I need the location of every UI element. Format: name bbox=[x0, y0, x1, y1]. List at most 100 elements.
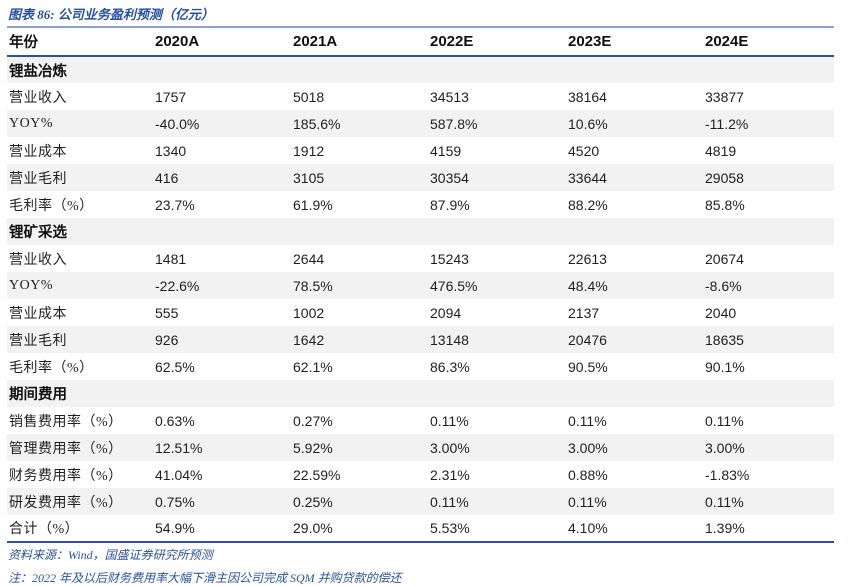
cell-value: 0.88% bbox=[568, 466, 608, 483]
table-row: 毛利率（%） 62.5% 62.1% 86.3% 90.5% 90.1% bbox=[7, 353, 834, 380]
cell-value: 78.5% bbox=[293, 277, 333, 294]
cell-value: 90.1% bbox=[705, 358, 745, 375]
table-row: 毛利率（%） 23.7% 61.9% 87.9% 88.2% 85.8% bbox=[7, 191, 834, 218]
row-label: 管理费用率（%） bbox=[9, 441, 123, 457]
cell-value: 30354 bbox=[430, 169, 469, 186]
cell-value: 48.4% bbox=[568, 277, 608, 294]
cell-value: 3.00% bbox=[705, 439, 745, 456]
row-label: 营业成本 bbox=[9, 306, 67, 322]
cell-value: 18635 bbox=[705, 331, 744, 348]
cell-value: 4520 bbox=[568, 142, 600, 159]
cell-value: 85.8% bbox=[705, 196, 745, 213]
row-label: 营业成本 bbox=[9, 144, 67, 160]
cell-value: 33644 bbox=[568, 169, 607, 186]
table-body: 锂盐冶炼营业收入 1757 5018 34513 38164 33877 YOY% -40.0… bbox=[7, 56, 834, 542]
row-label: 毛利率（%） bbox=[9, 360, 94, 376]
table-row: 营业毛利 416 3105 30354 33644 29058 bbox=[7, 164, 834, 191]
cell-value: 13148 bbox=[430, 331, 469, 348]
cell-value: 1912 bbox=[293, 142, 325, 159]
cell-value: 22613 bbox=[568, 250, 607, 267]
cell-value: 0.11% bbox=[568, 493, 607, 510]
cell-value: 41.04% bbox=[155, 466, 203, 483]
forecast-table: 年份 2020A 2021A 2022E 2023E 2024E 锂盐冶炼营业收入 175… bbox=[7, 28, 834, 543]
table-row: 财务费用率（%） 41.04% 22.59% 2.31% 0.88% -1.83% bbox=[7, 461, 834, 488]
cell-value: 0.27% bbox=[293, 412, 333, 429]
cell-value: 86.3% bbox=[430, 358, 470, 375]
cell-value: 87.9% bbox=[430, 196, 470, 213]
cell-value: 4159 bbox=[430, 142, 462, 159]
row-label: 研发费用率（%） bbox=[9, 495, 123, 511]
cell-value: 29.0% bbox=[293, 520, 333, 536]
report-table-figure: 图表 86: 公司业务盈利预测（亿元） 年份 2020A 2021A 2022E 20… bbox=[7, 0, 834, 586]
cell-value: 54.9% bbox=[155, 520, 195, 536]
cell-value: 23.7% bbox=[155, 196, 195, 213]
cell-value: 0.11% bbox=[705, 412, 744, 429]
section-header-row: 期间费用 bbox=[7, 380, 834, 407]
cell-value: 416 bbox=[155, 169, 179, 186]
table-row: 营业收入 1481 2644 15243 22613 20674 bbox=[7, 245, 834, 272]
cell-value: 33877 bbox=[705, 88, 744, 105]
table-header-row: 年份 2020A 2021A 2022E 2023E 2024E bbox=[7, 28, 834, 56]
cell-value: 2137 bbox=[568, 304, 600, 321]
cell-value: 1340 bbox=[155, 142, 187, 159]
cell-value: 0.75% bbox=[155, 493, 195, 510]
table-row: 销售费用率（%） 0.63% 0.27% 0.11% 0.11% 0.11% bbox=[7, 407, 834, 434]
cell-value: 22.59% bbox=[293, 466, 341, 483]
cell-value: -22.6% bbox=[155, 277, 200, 294]
column-header: 2024E bbox=[705, 33, 749, 50]
cell-value: 3.00% bbox=[568, 439, 608, 456]
cell-value: 90.5% bbox=[568, 358, 608, 375]
cell-value: 10.6% bbox=[568, 115, 608, 132]
cell-value: 34513 bbox=[430, 88, 469, 105]
cell-value: 12.51% bbox=[155, 439, 203, 456]
table-row: 研发费用率（%） 0.75% 0.25% 0.11% 0.11% 0.11% bbox=[7, 488, 834, 515]
figure-title: 图表 86: 公司业务盈利预测（亿元） bbox=[8, 7, 214, 22]
cell-value: 15243 bbox=[430, 250, 469, 267]
cell-value: 0.11% bbox=[430, 493, 469, 510]
row-label: 财务费用率（%） bbox=[9, 468, 123, 484]
cell-value: 5018 bbox=[293, 88, 325, 105]
column-header: 2023E bbox=[568, 33, 612, 50]
row-label: YOY% bbox=[9, 277, 53, 293]
cell-value: 2094 bbox=[430, 304, 462, 321]
cell-value: 29058 bbox=[705, 169, 744, 186]
cell-value: 61.9% bbox=[293, 196, 333, 213]
row-label: 营业收入 bbox=[9, 90, 67, 106]
row-label: 营业收入 bbox=[9, 252, 67, 268]
cell-value: 0.63% bbox=[155, 412, 195, 429]
cell-value: 5.92% bbox=[293, 439, 333, 456]
row-label: 销售费用率（%） bbox=[9, 414, 123, 430]
cell-value: 62.1% bbox=[293, 358, 333, 375]
year-column-header: 年份 bbox=[9, 35, 38, 51]
cell-value: 1757 bbox=[155, 88, 187, 105]
cell-value: 926 bbox=[155, 331, 179, 348]
cell-value: 555 bbox=[155, 304, 179, 321]
column-header: 2020A bbox=[155, 33, 200, 50]
title-divider-rule bbox=[7, 26, 834, 28]
table-row: 营业成本 555 1002 2094 2137 2040 bbox=[7, 299, 834, 326]
cell-value: 0.11% bbox=[568, 412, 607, 429]
cell-value: 0.25% bbox=[293, 493, 333, 510]
cell-value: 88.2% bbox=[568, 196, 608, 213]
table-row: YOY% -22.6% 78.5% 476.5% 48.4% -8.6% bbox=[7, 272, 834, 299]
table-row: 营业成本 1340 1912 4159 4520 4819 bbox=[7, 137, 834, 164]
source-attribution: 资料来源：Wind，国盛证券研究所预测 bbox=[8, 548, 213, 562]
cell-value: 476.5% bbox=[430, 277, 478, 294]
cell-value: 1481 bbox=[155, 250, 187, 267]
cell-value: -1.83% bbox=[705, 466, 750, 483]
cell-value: -40.0% bbox=[155, 115, 200, 132]
row-label: 营业毛利 bbox=[9, 171, 67, 187]
table-row: 管理费用率（%） 12.51% 5.92% 3.00% 3.00% 3.00% bbox=[7, 434, 834, 461]
section-label: 期间费用 bbox=[9, 387, 67, 403]
column-header: 2021A bbox=[293, 33, 338, 50]
section-label: 锂盐冶炼 bbox=[9, 63, 67, 80]
cell-value: 587.8% bbox=[430, 115, 478, 132]
cell-value: 20674 bbox=[705, 250, 744, 267]
cell-value: 0.11% bbox=[430, 412, 469, 429]
column-header: 2022E bbox=[430, 33, 474, 50]
cell-value: 20476 bbox=[568, 331, 607, 348]
cell-value: 38164 bbox=[568, 88, 607, 105]
table-row: YOY% -40.0% 185.6% 587.8% 10.6% -11.2% bbox=[7, 110, 834, 137]
cell-value: -11.2% bbox=[705, 115, 749, 132]
cell-value: 185.6% bbox=[293, 115, 341, 132]
